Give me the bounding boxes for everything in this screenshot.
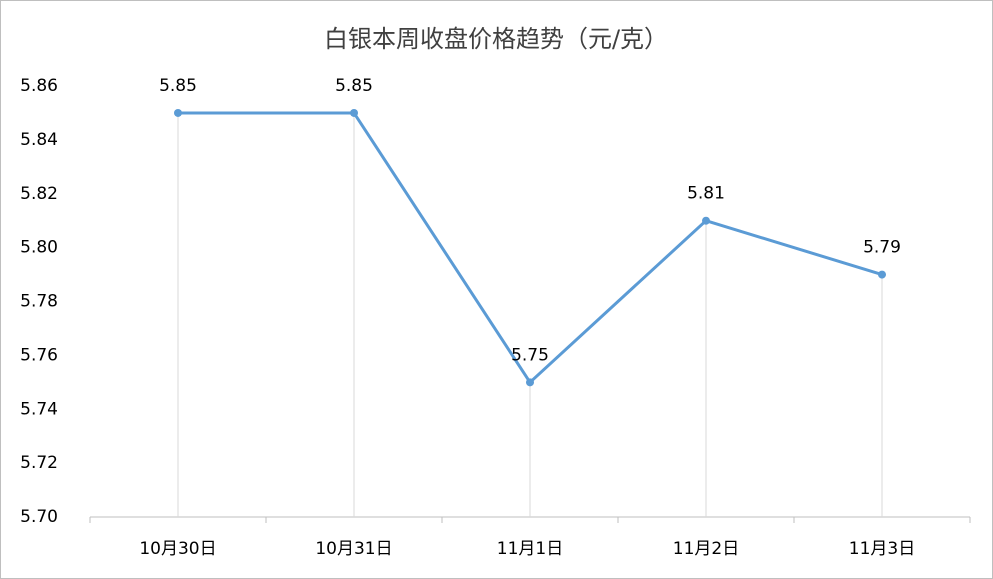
x-tick-label: 10月30日: [139, 539, 216, 559]
data-point: [174, 108, 182, 117]
data-point: [878, 270, 886, 279]
y-tick-label: 5.84: [20, 130, 58, 150]
x-tick-label: 11月2日: [673, 539, 739, 559]
x-tick-label: 10月31日: [315, 539, 392, 559]
data-label: 5.85: [159, 76, 197, 96]
y-tick-label: 5.70: [20, 507, 58, 527]
data-label: 5.75: [511, 345, 549, 365]
y-tick-label: 5.80: [20, 238, 58, 258]
y-tick-label: 5.74: [20, 399, 58, 419]
x-tick-label: 11月1日: [497, 539, 563, 559]
y-tick-label: 5.78: [20, 292, 58, 312]
data-label: 5.79: [863, 238, 901, 258]
chart-title: 白银本周收盘价格趋势（元/克）: [324, 25, 668, 53]
data-label: 5.85: [335, 76, 373, 96]
y-tick-label: 5.82: [20, 184, 58, 204]
data-point: [702, 216, 710, 225]
y-tick-label: 5.86: [20, 76, 58, 96]
y-tick-label: 5.76: [20, 345, 58, 365]
y-tick-label: 5.72: [20, 453, 58, 473]
data-label: 5.81: [687, 184, 725, 204]
x-tick-label: 11月3日: [849, 539, 915, 559]
data-point: [350, 108, 358, 117]
data-point: [526, 378, 534, 387]
